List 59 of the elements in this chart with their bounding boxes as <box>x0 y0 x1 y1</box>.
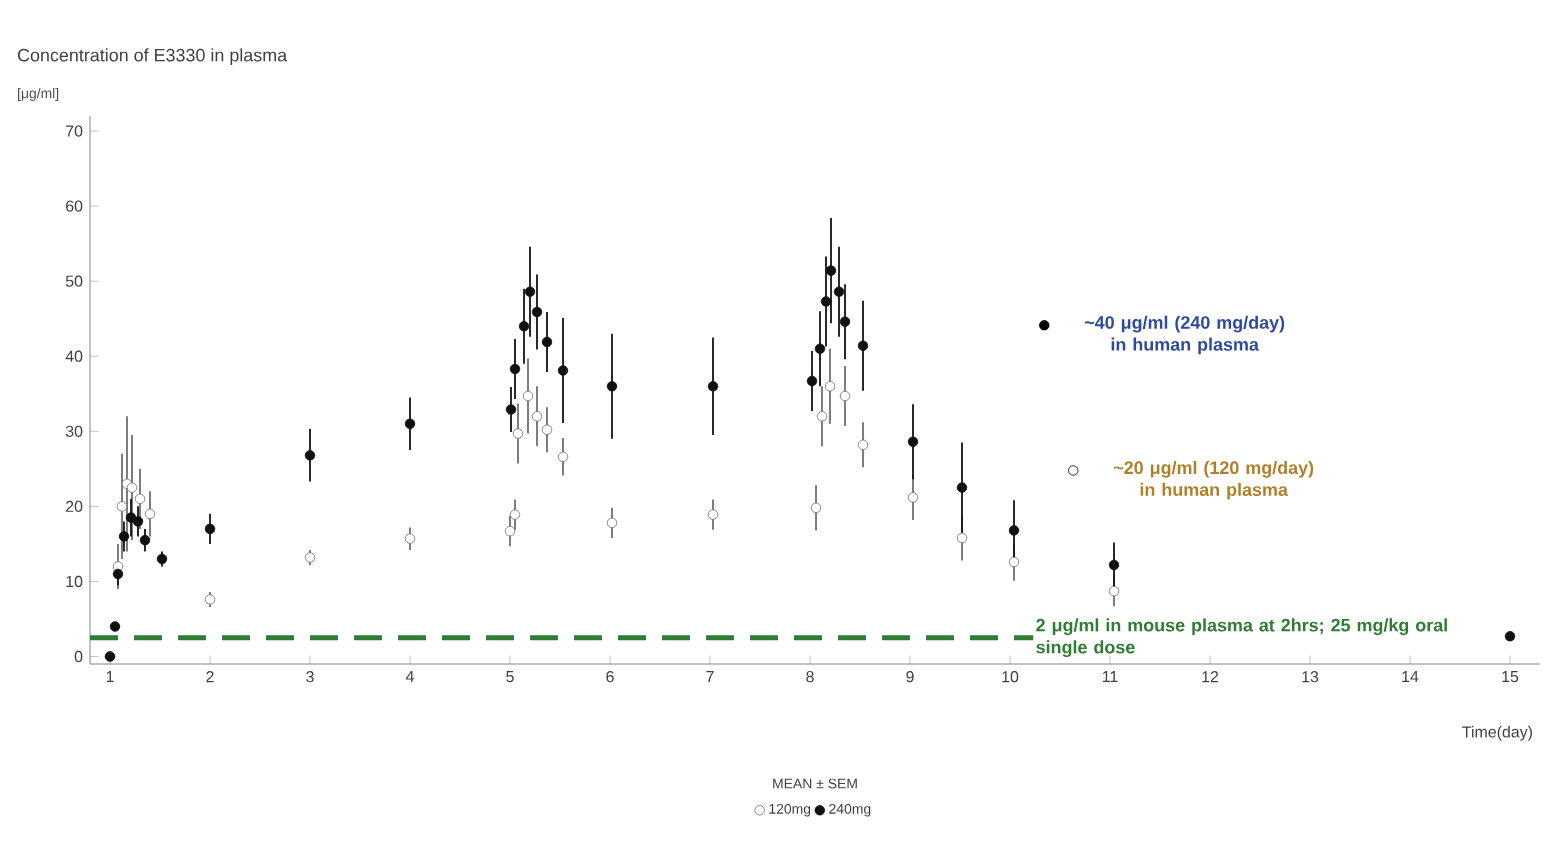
point <box>109 621 121 632</box>
point <box>304 450 316 461</box>
point <box>204 523 216 535</box>
point <box>857 439 869 450</box>
point <box>522 390 534 402</box>
point <box>806 375 818 387</box>
point <box>557 451 569 462</box>
point <box>816 411 828 422</box>
point <box>839 316 851 327</box>
point <box>1108 586 1120 597</box>
point <box>810 502 822 514</box>
point <box>814 343 826 354</box>
point <box>512 428 524 439</box>
point <box>116 501 128 512</box>
point <box>156 553 168 565</box>
annotation: ~20 μg/ml (120 mg/day) in human plasma <box>1113 460 1314 500</box>
point <box>541 336 553 348</box>
point <box>126 482 138 493</box>
point <box>531 306 543 318</box>
point <box>518 321 530 332</box>
point <box>144 508 156 520</box>
point <box>1108 559 1120 571</box>
point <box>139 534 151 546</box>
point <box>134 493 146 505</box>
annotation: ~40 μg/ml (240 mg/day) in human plasma <box>1084 315 1285 355</box>
point <box>707 509 719 520</box>
point <box>1008 556 1020 568</box>
point <box>956 532 968 544</box>
point <box>839 390 851 402</box>
point <box>504 525 516 537</box>
point <box>606 517 618 529</box>
point <box>505 404 517 415</box>
point <box>204 594 216 605</box>
point <box>557 365 569 376</box>
point <box>907 492 919 503</box>
point <box>820 296 832 307</box>
point <box>1504 631 1516 642</box>
point <box>907 436 919 447</box>
point <box>304 552 316 563</box>
point <box>606 381 618 392</box>
point <box>118 531 130 542</box>
point <box>509 509 521 520</box>
point <box>404 533 416 544</box>
chart-title: Concentration of E3330 in plasma <box>17 48 288 66</box>
point <box>833 286 845 297</box>
point <box>707 381 719 392</box>
point <box>132 516 144 527</box>
point <box>404 418 416 429</box>
point <box>531 411 543 422</box>
point <box>509 363 521 375</box>
point <box>524 286 536 297</box>
point <box>112 568 124 580</box>
point <box>824 381 836 392</box>
point <box>857 340 869 351</box>
point <box>1008 525 1020 536</box>
point <box>541 424 553 435</box>
ref-line-label: 2 μg/ml in mouse plasma at 2hrs; 25 mg/kg oral single dose <box>1036 618 1447 658</box>
point <box>825 265 837 276</box>
point <box>956 482 968 493</box>
